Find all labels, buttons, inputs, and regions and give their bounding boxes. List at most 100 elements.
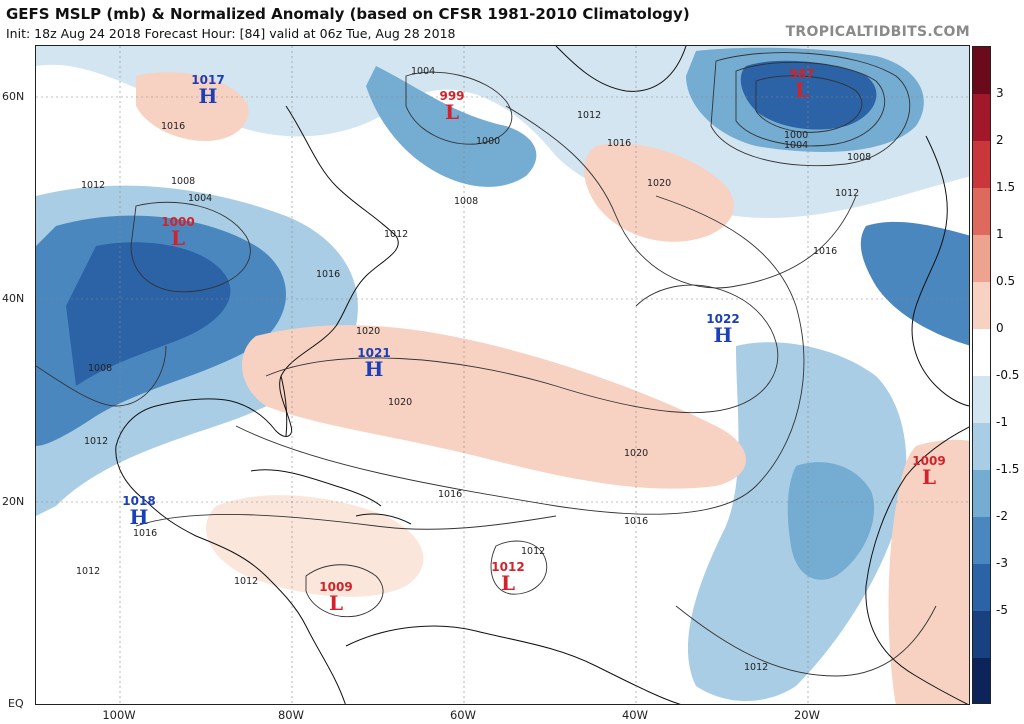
graticule: [36, 46, 969, 704]
isobar-label: 1016: [607, 138, 632, 149]
negative-anomaly-labrador: [366, 66, 537, 187]
chart-subtitle: Init: 18z Aug 24 2018 Forecast Hour: [84…: [6, 26, 456, 41]
coastlines: [115, 46, 969, 704]
isobar-label: 1016: [438, 489, 463, 500]
isobar-label: 1012: [84, 436, 109, 447]
isobar-label: 1020: [647, 178, 672, 189]
isobar-label: 1016: [161, 121, 186, 132]
colorbar-segment: [973, 47, 990, 94]
isobar-label: 1000: [476, 136, 501, 147]
colorbar-label: 0.5: [996, 274, 1016, 288]
isobar-1020-ridge: [265, 284, 779, 414]
lat-label-40n: 40N: [2, 292, 25, 305]
high-pressure-center: 1021 H: [357, 346, 391, 381]
isobar-1012-atlantic-low: [490, 540, 548, 595]
isobar-label: 1012: [76, 566, 101, 577]
lon-label-40w: 40W: [621, 708, 649, 722]
africa-coast: [865, 426, 969, 704]
isobar-label: 1016: [316, 269, 341, 280]
isobar-1004-low: [130, 201, 251, 293]
map-canvas: [36, 46, 969, 704]
isobar-label: 1020: [388, 397, 413, 408]
colorbar-segment: [973, 188, 990, 235]
north-america-coast: [115, 105, 399, 704]
negative-anomaly-cape-verde: [787, 462, 875, 580]
colorbar-segment: [973, 282, 990, 329]
lat-label-20n: 20N: [2, 495, 25, 508]
low-pressure-center: 1012 L: [491, 560, 525, 595]
high-pressure-center: 1017 H: [191, 73, 225, 108]
colorbar-segment: [973, 470, 990, 517]
positive-anomaly-azores: [584, 143, 734, 242]
colorbar-segment: [973, 329, 990, 376]
colorbar-segment: [973, 376, 990, 423]
positive-anomaly-africa: [888, 439, 969, 704]
isobar-label: 1008: [454, 196, 479, 207]
isobar-label: 1008: [171, 176, 196, 187]
colorbar-label: 1: [996, 227, 1004, 241]
isobar-1008-c: [36, 345, 167, 407]
isobar-label: 1012: [521, 546, 546, 557]
isobar-1012-b: [675, 605, 937, 677]
colorbar-label: 3: [996, 86, 1004, 100]
south-america-coast: [345, 625, 681, 704]
isobar-label: 1016: [133, 528, 158, 539]
colorbar-segment: [973, 94, 990, 141]
low-pressure-center: 1009 L: [912, 454, 946, 489]
colorbar-segment: [973, 658, 990, 703]
isobar-label: 1004: [188, 193, 213, 204]
mslp-anomaly-map: 1017 H 999 L 987 L 1000 L 1021 H 1022 H 1018 H …: [35, 45, 970, 705]
isobar-label: 1016: [813, 246, 838, 257]
negative-anomaly-greenland-core: [740, 60, 877, 130]
isobar-1016-ridge: [235, 195, 805, 515]
colorbar-segment: [973, 564, 990, 611]
colorbar-segment: [973, 517, 990, 564]
lon-label-80w: 80W: [277, 708, 305, 722]
isobar-label: 1004: [411, 66, 436, 77]
isobar-1012-a: [505, 105, 857, 289]
positive-anomaly-subtropical-ridge: [242, 325, 747, 489]
lon-label-60w: 60W: [449, 708, 477, 722]
isobar-label: 1012: [835, 188, 860, 199]
isobar-label: 1008: [847, 152, 872, 163]
high-pressure-center: 1018 H: [122, 494, 156, 529]
greenland-coast: [555, 46, 687, 92]
lon-label-20w: 20W: [793, 708, 821, 722]
negative-anomaly-iberia: [860, 221, 969, 346]
florida-coast: [280, 375, 288, 437]
high-pressure-center: 1022 H: [706, 312, 740, 347]
anomaly-shading: [36, 46, 969, 704]
lat-label-eq: EQ: [8, 697, 24, 710]
colorbar-segment: [973, 611, 990, 658]
isobar-1012-caribbean-low: [305, 564, 384, 618]
isobar-label: 1016: [624, 516, 649, 527]
colorbar-label: -1: [996, 415, 1008, 429]
colorbar-label: -1.5: [996, 462, 1020, 476]
colorbar-label: -3: [996, 556, 1008, 570]
colorbar-label: 1.5: [996, 180, 1016, 194]
site-credit[interactable]: TROPICALTIDBITS.COM: [785, 24, 970, 40]
isobar-label: 1020: [624, 448, 649, 459]
isobar-label: 1012: [234, 576, 259, 587]
colorbar-label: -5: [996, 603, 1008, 617]
colorbar-label: 2: [996, 133, 1004, 147]
colorbar-segment: [973, 235, 990, 282]
isobar-label: 1004: [784, 140, 809, 151]
colorbar-label: -2: [996, 509, 1008, 523]
isobars: [36, 52, 937, 677]
isobar-label: 1000: [784, 130, 809, 141]
colorbar-segment: [973, 423, 990, 470]
isobar-1016-caribbean: [135, 514, 557, 530]
isobar-1004-greenland: [735, 61, 886, 147]
hispaniola-outline: [355, 513, 412, 525]
europe-coast: [911, 135, 969, 407]
low-pressure-center: 999 L: [439, 89, 465, 124]
lon-label-100w: 100W: [102, 708, 136, 722]
cuba-outline: [250, 469, 382, 507]
low-pressure-center: 1000 L: [161, 215, 195, 250]
chart-title: GEFS MSLP (mb) & Normalized Anomaly (bas…: [6, 5, 690, 23]
isobar-label: 1008: [88, 363, 113, 374]
lat-label-60n: 60N: [2, 90, 25, 103]
colorbar-segment: [973, 141, 990, 188]
low-pressure-center: 987 L: [789, 67, 815, 102]
